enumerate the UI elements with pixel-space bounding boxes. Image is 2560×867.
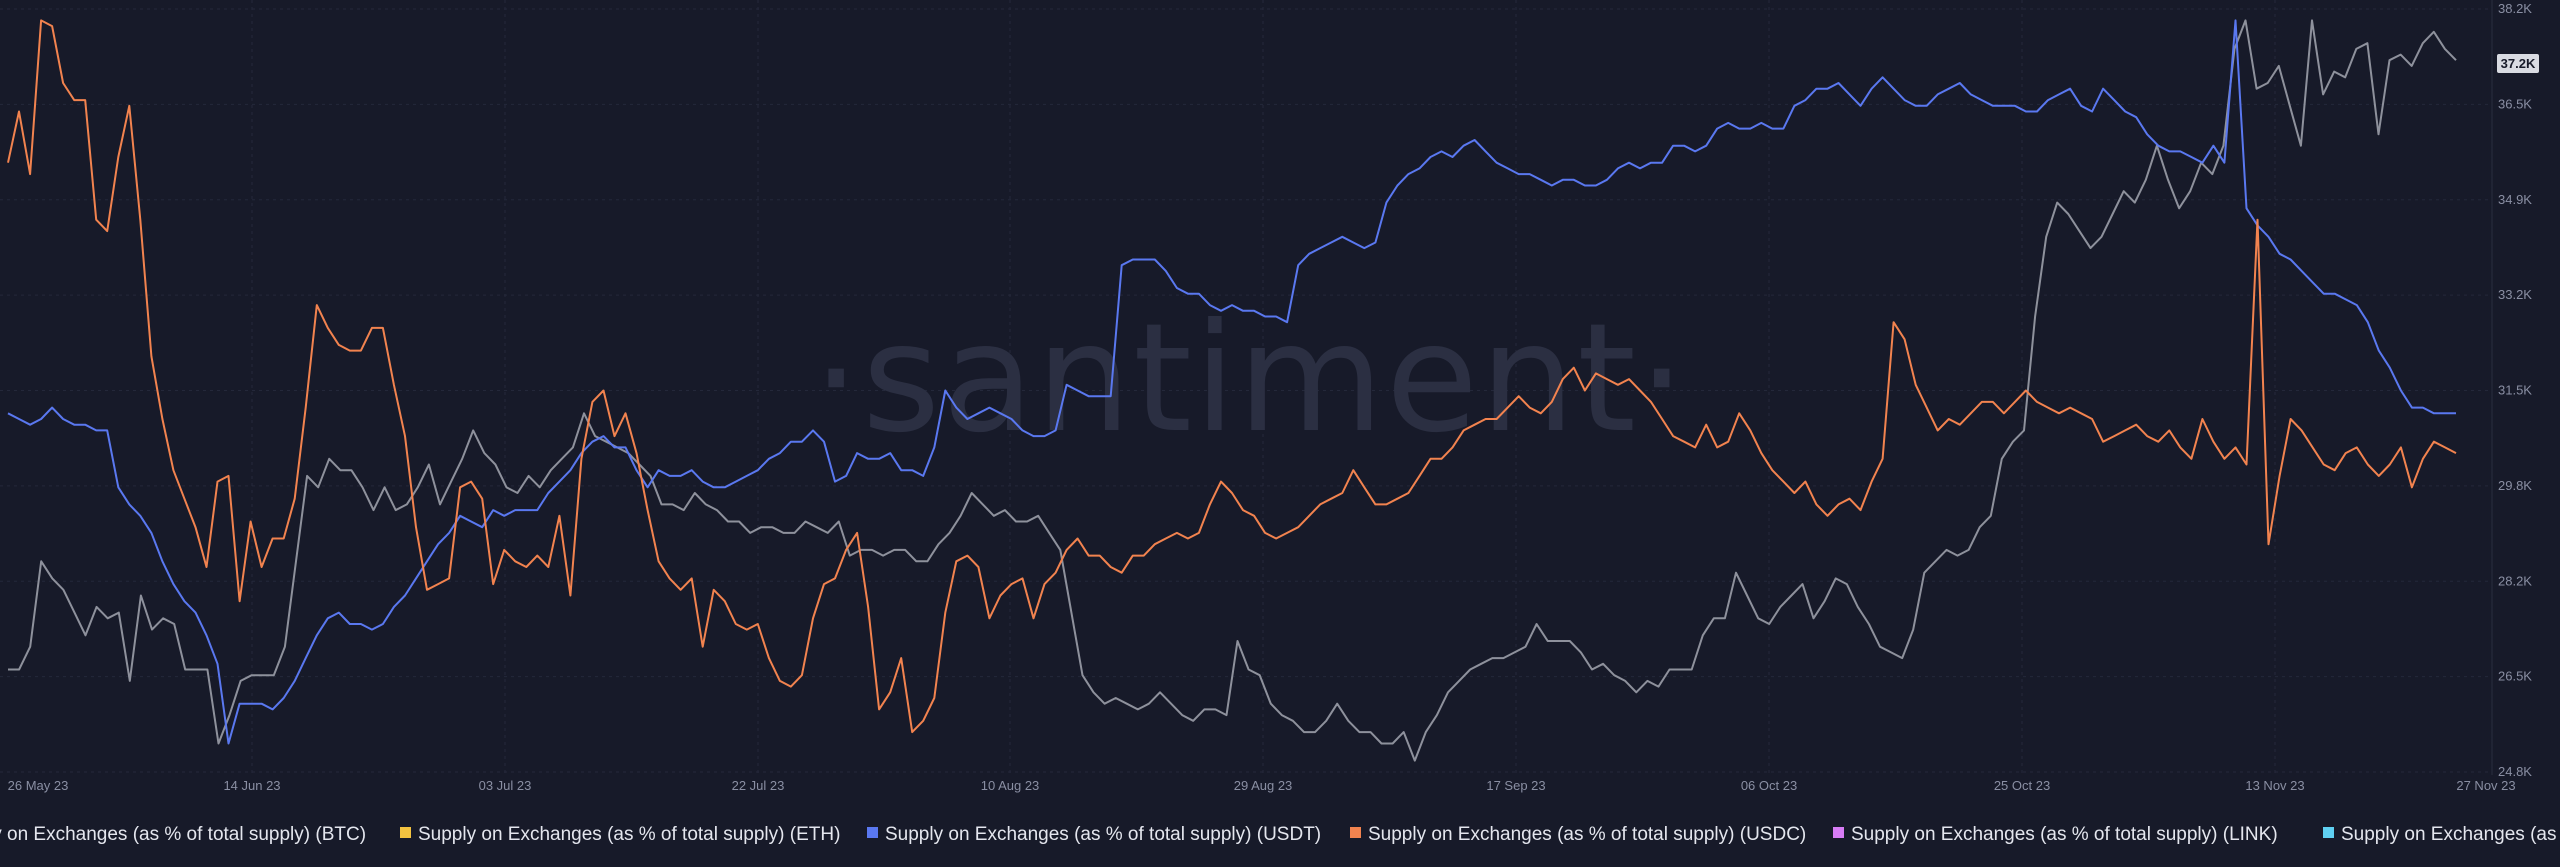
x-tick-label: 27 Nov 23 [2456, 778, 2515, 793]
legend: ly on Exchanges (as % of total supply) (… [0, 824, 2560, 845]
x-tick-label: 13 Nov 23 [2245, 778, 2304, 793]
y-tick-label: 29.8K [2498, 478, 2532, 493]
x-axis-ticks: 26 May 23 14 Jun 23 03 Jul 23 22 Jul 23 10 A… [8, 778, 2516, 793]
y-tick-label: 34.9K [2498, 192, 2532, 207]
y-tick-label: 36.5K [2498, 96, 2532, 111]
x-tick-label: 17 Sep 23 [1486, 778, 1545, 793]
x-tick-label: 14 Jun 23 [223, 778, 280, 793]
y-tick-label: 38.2K [2498, 1, 2532, 16]
legend-item-label[interactable]: Supply on Exchanges (as % of total suppl… [2341, 824, 2560, 845]
legend-item-label[interactable]: Supply on Exchanges (as % of total suppl… [885, 824, 1321, 845]
y-tick-label: 31.5K [2498, 383, 2532, 398]
santiment-watermark: ·santiment· [812, 292, 1687, 466]
grid-lines [0, 0, 2492, 775]
legend-item-label[interactable]: Supply on Exchanges (as % of total suppl… [1851, 824, 2278, 845]
x-tick-label: 10 Aug 23 [981, 778, 1040, 793]
x-tick-label: 06 Oct 23 [1741, 778, 1797, 793]
x-tick-label: 03 Jul 23 [479, 778, 532, 793]
current-value-badge-bg [2497, 54, 2539, 73]
legend-swatch [1833, 827, 1844, 838]
x-tick-label: 29 Aug 23 [1234, 778, 1293, 793]
y-tick-label: 28.2K [2498, 573, 2532, 588]
y-tick-label: 26.5K [2498, 669, 2532, 684]
series-line-btc[interactable] [8, 19, 2457, 762]
legend-swatch [400, 827, 411, 838]
legend-item-label[interactable]: ly on Exchanges (as % of total supply) (… [0, 824, 366, 845]
x-tick-label: 22 Jul 23 [732, 778, 785, 793]
current-value-label: 37.2K [2501, 56, 2536, 71]
legend-swatch [867, 827, 878, 838]
x-tick-label: 26 May 23 [8, 778, 69, 793]
series-line-usdc[interactable] [7, 19, 2457, 734]
legend-item-label[interactable]: Supply on Exchanges (as % of total suppl… [418, 824, 840, 845]
series-lines [7, 19, 2457, 762]
y-tick-label: 33.2K [2498, 287, 2532, 302]
series-line-usdt[interactable] [7, 19, 2456, 745]
legend-swatch [2323, 827, 2334, 838]
legend-swatch [1350, 827, 1361, 838]
legend-item-label[interactable]: Supply on Exchanges (as % of total suppl… [1368, 824, 1806, 845]
x-tick-label: 25 Oct 23 [1994, 778, 2050, 793]
y-axis-ticks: 38.2K 36.5K 34.9K 33.2K 31.5K 29.8K 28.2K 26.5K… [2498, 1, 2532, 779]
y-tick-label: 24.8K [2498, 764, 2532, 779]
current-value-badge: 37.2K [2497, 54, 2539, 73]
